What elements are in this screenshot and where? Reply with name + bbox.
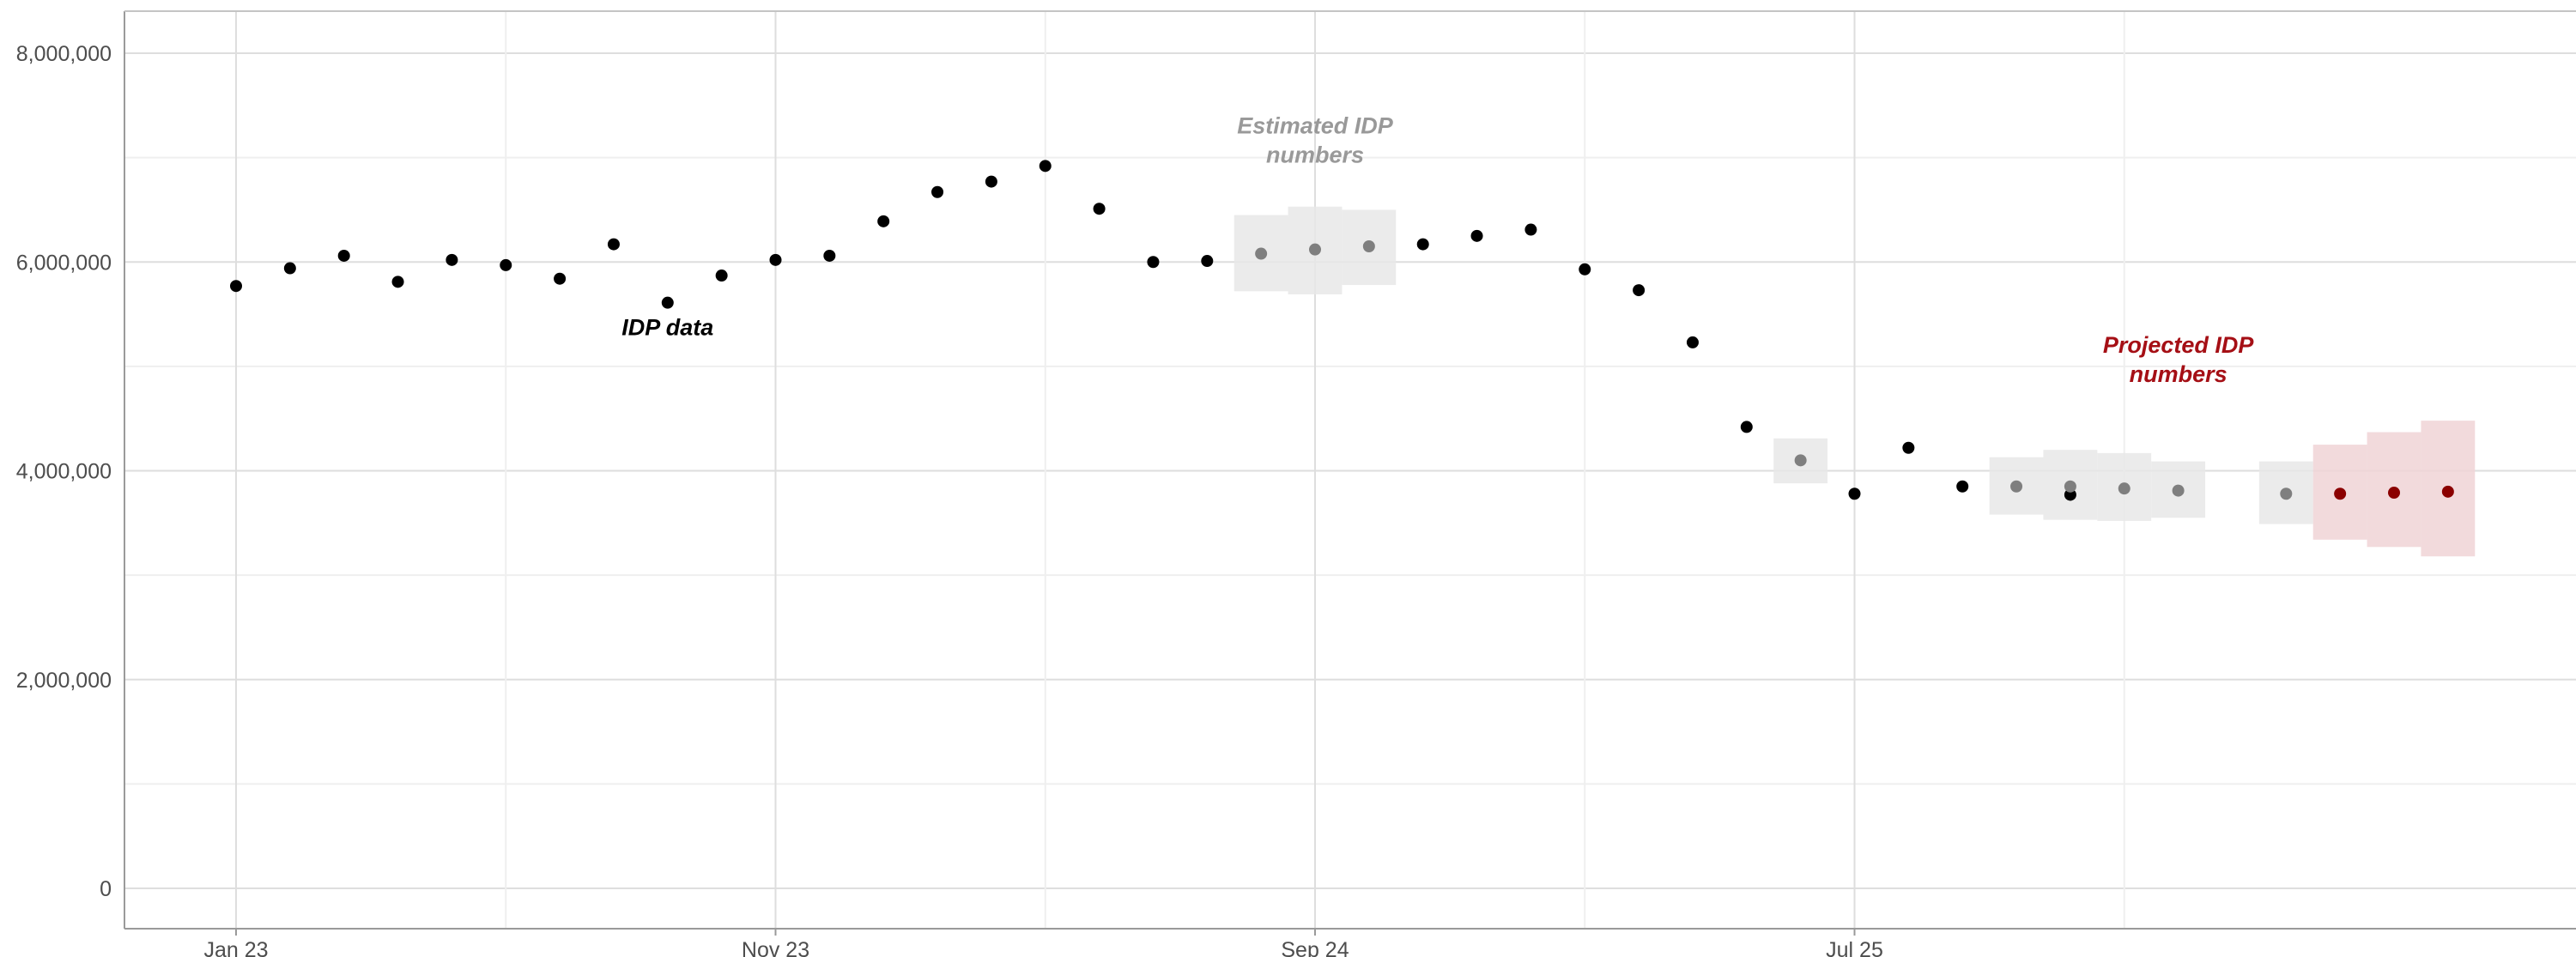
idp-data-point (1524, 223, 1537, 236)
idp-data-point (1201, 255, 1214, 268)
estimated-data-point (2280, 488, 2293, 500)
idp-data-point (931, 185, 944, 198)
idp-data-point (1740, 421, 1753, 433)
estimated-data-point (2118, 482, 2131, 495)
x-tick-label: Sep 24 (1281, 938, 1349, 957)
annotation-line: numbers (1266, 142, 1364, 168)
annotation-line: numbers (2130, 361, 2227, 387)
idp-data-point (1848, 488, 1861, 500)
idp-data-point (1956, 480, 1969, 493)
estimated-data-point (1255, 247, 1268, 260)
annotation-line: Estimated IDP (1237, 113, 1394, 139)
idp-data-point (877, 215, 890, 227)
idp-data-point (445, 253, 458, 266)
idp-data-point (607, 238, 620, 251)
idp-data-point (1902, 441, 1915, 454)
x-tick-label: Jan 23 (203, 938, 268, 957)
projected-data-point (2334, 488, 2347, 500)
annotation-label: Projected IDP numbers (2103, 332, 2255, 387)
idp-data-point (500, 258, 512, 271)
estimated-data-point (2172, 484, 2185, 497)
idp-data-point (769, 253, 782, 266)
x-tick-label: Nov 23 (742, 938, 809, 957)
idp-data-point (1470, 229, 1483, 242)
idp-data-point (1147, 256, 1160, 269)
idp-data-point (823, 249, 836, 262)
idp-data-point (1039, 160, 1052, 173)
idp-data-point (1633, 284, 1646, 297)
estimated-data-point (1362, 240, 1375, 253)
annotation-line: Projected IDP (2103, 332, 2255, 358)
idp-data-point (230, 280, 242, 293)
idp-data-point (554, 272, 567, 285)
estimated-data-point (2064, 480, 2076, 493)
estimated-data-point (1794, 454, 1807, 467)
annotation-line: IDP data (621, 314, 713, 340)
y-tick-label: 2,000,000 (16, 669, 112, 693)
projected-data-point (2441, 485, 2454, 498)
idp-data-point (1416, 238, 1429, 251)
idp-data-point (2064, 488, 2076, 501)
idp-data-point (391, 276, 404, 288)
estimated-data-point (2010, 480, 2023, 493)
axes (124, 10, 2576, 936)
idp-data-point (1093, 203, 1106, 215)
y-tick-label: 4,000,000 (16, 460, 112, 484)
idp-data-point (337, 249, 350, 262)
x-tick-label: Jul 25 (1826, 938, 1883, 957)
idp-data-point (985, 175, 997, 188)
annotation-label: IDP data (621, 314, 713, 340)
y-tick-label: 6,000,000 (16, 251, 112, 275)
y-tick-label: 8,000,000 (16, 42, 112, 66)
data-points (230, 160, 2454, 501)
annotation-label: Estimated IDP numbers (1237, 113, 1394, 168)
idp-data-point (283, 262, 296, 275)
idp-data-point (1686, 336, 1699, 348)
projected-data-point (2388, 487, 2400, 500)
idp-data-point (715, 270, 728, 282)
tick-labels: 0 2,000,000 4,000,000 6,000,000 8,000,000 Jan… (16, 42, 1883, 957)
idp-data-point (661, 296, 674, 309)
idp-data-point (1579, 263, 1591, 276)
y-tick-label: 0 (100, 877, 112, 901)
estimated-data-point (1309, 243, 1321, 256)
